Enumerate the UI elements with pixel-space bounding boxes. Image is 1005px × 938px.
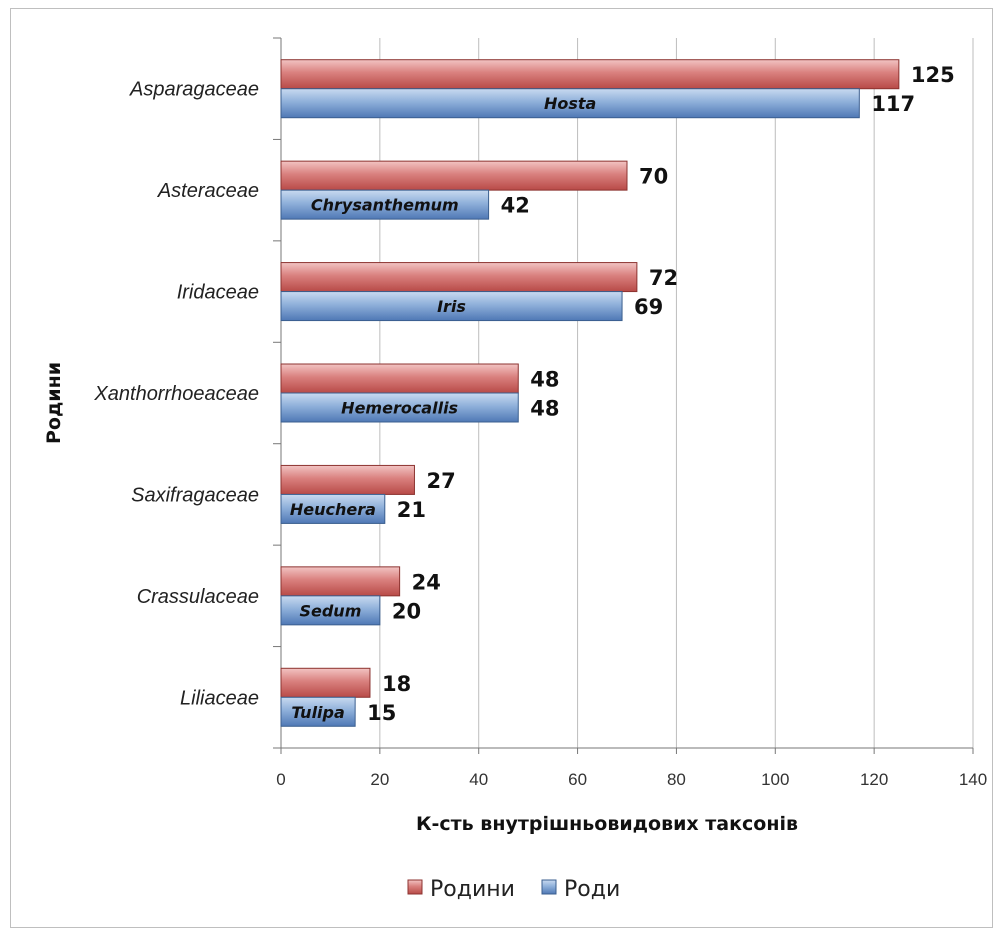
data-label: 18 — [382, 672, 411, 696]
category-label: Saxifragaceae — [131, 484, 259, 506]
bar-rody — [280, 88, 860, 119]
bar-rodyny — [280, 262, 638, 293]
data-label: 70 — [639, 165, 668, 189]
bar-annotation: Tulipa — [291, 703, 344, 722]
legend-swatch — [541, 879, 557, 895]
data-label: 69 — [634, 295, 663, 319]
data-label: 15 — [367, 701, 396, 725]
bar-annotation: Iris — [437, 297, 466, 316]
category-label: Crassulaceae — [137, 586, 259, 608]
data-label: 42 — [501, 194, 530, 218]
category-label: Asteraceae — [157, 180, 259, 202]
x-tick-label: 140 — [959, 770, 987, 789]
data-label: 20 — [392, 599, 421, 623]
data-label: 125 — [911, 63, 955, 87]
x-tick-label: 100 — [761, 770, 789, 789]
data-label: 27 — [426, 469, 455, 493]
bar-rody — [280, 595, 381, 626]
bar-rodyny — [280, 566, 401, 597]
x-tick-label: 60 — [568, 770, 587, 789]
x-tick-label: 0 — [276, 770, 285, 789]
data-label: 48 — [530, 368, 559, 392]
data-label: 117 — [871, 92, 915, 116]
bar-annotation: Hemerocallis — [341, 399, 458, 418]
bar-annotation: Chrysanthemum — [311, 196, 459, 215]
bar-rodyny — [280, 160, 628, 191]
bar-rodyny — [280, 667, 371, 698]
data-label: 21 — [397, 498, 426, 522]
category-label: Xanthorrhoeaceae — [93, 383, 259, 405]
bar-rody — [280, 291, 623, 322]
category-label: Asparagaceae — [129, 79, 259, 101]
x-axis-title: К-сть внутрішньовидових таксонів — [416, 813, 798, 835]
data-label: 24 — [412, 570, 441, 594]
bar-annotation: Sedum — [299, 601, 361, 620]
legend-label: Роди — [564, 877, 620, 902]
x-tick-label: 120 — [860, 770, 888, 789]
bar-annotation: Heuchera — [290, 500, 376, 519]
legend-swatch — [407, 879, 423, 895]
category-label: Iridaceae — [177, 282, 259, 304]
bar-rodyny — [280, 363, 519, 394]
y-axis-title: Родини — [43, 362, 65, 444]
bar-rody — [280, 696, 356, 727]
bar-rodyny — [280, 464, 415, 495]
bar-rody — [280, 392, 519, 423]
x-tick-label: 40 — [469, 770, 488, 789]
bar-rody — [280, 189, 490, 220]
bar-rodyny — [280, 59, 900, 90]
x-tick-label: 80 — [667, 770, 686, 789]
bar-rody — [280, 493, 386, 524]
data-label: 72 — [649, 266, 678, 290]
x-tick-label: 20 — [370, 770, 389, 789]
category-label: Liliaceae — [180, 687, 259, 709]
bar-annotation: Hosta — [544, 94, 596, 113]
data-label: 48 — [530, 397, 559, 421]
legend-label: Родини — [430, 877, 515, 902]
